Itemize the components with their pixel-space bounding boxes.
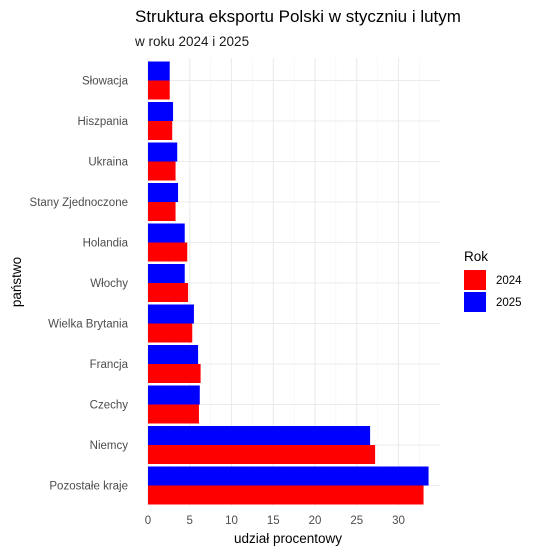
category-label: Niemcy: [90, 440, 129, 452]
bar-2025-0: [148, 61, 170, 81]
legend-title: Rok: [464, 249, 488, 264]
category-label: Hiszpania: [78, 116, 129, 128]
legend-label-2024: 2024: [496, 275, 522, 287]
legend-key-2025: [464, 292, 486, 312]
y-axis-title: państwo: [9, 257, 24, 307]
legend-label-2025: 2025: [496, 297, 522, 309]
bar-2024-3: [148, 202, 176, 221]
legend-key-2024: [464, 270, 486, 290]
bar-2024-0: [148, 80, 170, 100]
category-label: Wielka Brytania: [48, 319, 128, 331]
category-label: Włochy: [90, 278, 128, 290]
category-label: Czechy: [90, 400, 129, 412]
legend: Rok 2024 2025: [464, 249, 522, 312]
x-tick-label: 15: [267, 515, 280, 527]
bars: [148, 61, 429, 505]
bar-2025-3: [148, 183, 179, 202]
bar-2024-9: [148, 445, 376, 464]
chart-subtitle: w roku 2024 i 2025: [134, 34, 249, 49]
category-label: Pozostałe kraje: [49, 481, 128, 493]
category-label: Francja: [90, 359, 129, 371]
category-label: Holandia: [83, 238, 129, 250]
category-label: Słowacja: [82, 76, 129, 88]
bar-2025-1: [148, 102, 174, 121]
bar-2025-8: [148, 385, 200, 405]
bar-2024-4: [148, 242, 188, 262]
x-tick-label: 10: [225, 515, 238, 527]
x-tick-label: 25: [350, 515, 363, 527]
category-label: Ukraina: [88, 157, 128, 169]
x-axis-title: udział procentowy: [234, 531, 342, 546]
bar-2025-6: [148, 304, 194, 324]
x-tick-label: 30: [392, 515, 405, 527]
bar-2024-6: [148, 323, 193, 343]
bar-2025-9: [148, 426, 371, 445]
bar-2025-5: [148, 264, 185, 283]
bar-2024-7: [148, 364, 201, 383]
bar-2024-1: [148, 121, 173, 140]
x-tick-label: 0: [145, 515, 151, 527]
x-tick-label: 5: [187, 515, 193, 527]
bar-2025-10: [148, 466, 429, 486]
bar-2025-4: [148, 223, 185, 243]
x-tick-labels: 0 5 10 15 20 25 30: [145, 515, 405, 527]
chart-title: Struktura eksportu Polski w styczniu i l…: [135, 7, 461, 26]
bar-2024-8: [148, 404, 199, 424]
bar-2024-5: [148, 283, 189, 302]
bar-2024-10: [148, 485, 424, 505]
category-label: Stany Zjednoczone: [30, 197, 128, 209]
bar-2025-2: [148, 142, 178, 162]
bar-2025-7: [148, 345, 199, 364]
category-labels: Słowacja Hiszpania Ukraina Stany Zjednoczon…: [30, 76, 129, 493]
bar-2024-2: [148, 161, 176, 181]
x-tick-label: 20: [309, 515, 322, 527]
